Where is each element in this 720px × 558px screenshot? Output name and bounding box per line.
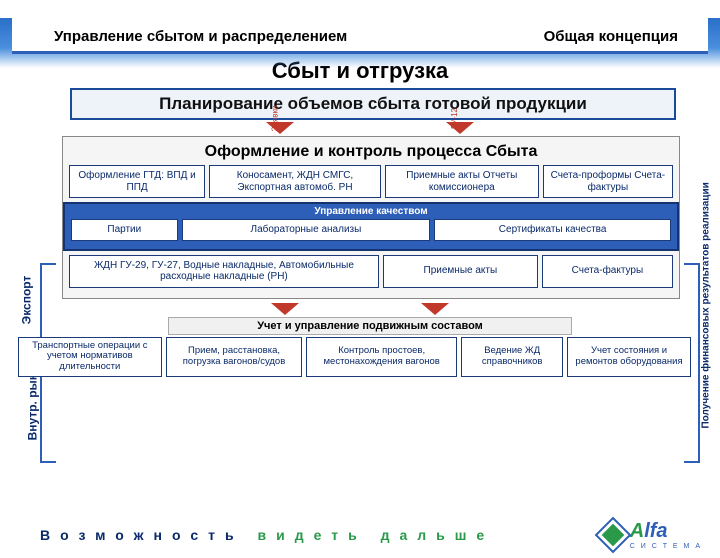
label-gu12: ГУ-12 xyxy=(450,108,459,129)
domestic-row: ЖДН ГУ-29, ГУ-27, Водные накладные, Авто… xyxy=(69,255,673,288)
process-cell: Партии xyxy=(71,219,178,241)
planning-box: Планирование объемов сбыта готовой проду… xyxy=(70,88,676,120)
process-cell: Прием, расстановка, погрузка вагонов/суд… xyxy=(166,337,303,378)
process-cell: Оформление ГТД: ВПД и ППД xyxy=(69,165,205,198)
arrows-bottom xyxy=(210,301,510,315)
arrow-down-icon xyxy=(421,303,449,315)
process-cell: Счета-фактуры xyxy=(542,255,673,288)
header-left: Управление сбытом и распределением xyxy=(54,28,347,45)
process-cell: Сертификаты качества xyxy=(434,219,671,241)
logo-mark-icon xyxy=(594,517,631,554)
process-title: Оформление и контроль процесса Сбыта xyxy=(69,143,673,161)
process-container: Оформление и контроль процесса Сбыта Офо… xyxy=(62,136,680,299)
label-zayavki: Заявки xyxy=(270,106,279,132)
footer: Возможность видеть дальше Alfa С И С Т Е… xyxy=(0,520,720,550)
label-results: Получение финансовых результатов реализа… xyxy=(701,289,712,429)
process-cell: Учет состояния и ремонтов оборудования xyxy=(567,337,690,378)
process-cell: Приемные акты Отчеты комиссионера xyxy=(385,165,539,198)
header: Управление сбытом и распределением Общая… xyxy=(12,18,708,54)
process-cell: Лабораторные анализы xyxy=(182,219,431,241)
quality-band: Управление качеством ПартииЛабораторные … xyxy=(63,202,679,251)
process-cell: Счета-проформы Счета-фактуры xyxy=(543,165,673,198)
process-cell: ЖДН ГУ-29, ГУ-27, Водные накладные, Авто… xyxy=(69,255,379,288)
slogan-green: видеть дальше xyxy=(258,527,495,543)
process-cell: Транспортные операции с учетом нормативо… xyxy=(18,337,162,378)
header-right: Общая концепция xyxy=(544,28,678,45)
arrows-top: Заявки ГУ-12 xyxy=(190,120,550,136)
slogan-blue: Возможность xyxy=(40,527,258,543)
content: Планирование объемов сбыта готовой проду… xyxy=(0,88,720,377)
arrow-down-icon xyxy=(271,303,299,315)
fleet-container: Учет и управление подвижным составом Тра… xyxy=(18,317,702,378)
fleet-row: Транспортные операции с учетом нормативо… xyxy=(18,337,702,378)
quality-row: ПартииЛабораторные анализыСертификаты ка… xyxy=(71,219,671,241)
process-cell: Ведение ЖД справочников xyxy=(461,337,564,378)
quality-title: Управление качеством xyxy=(71,206,671,217)
logo: Alfa С И С Т Е М А xyxy=(600,520,702,550)
process-cell: Контроль простоев, местонахождения вагон… xyxy=(306,337,456,378)
export-row: Оформление ГТД: ВПД и ППДКоносамент, ЖДН… xyxy=(69,165,673,198)
process-cell: Приемные акты xyxy=(383,255,538,288)
slogan: Возможность видеть дальше xyxy=(40,527,494,543)
process-cell: Коносамент, ЖДН СМГС, Экспортная автомоб… xyxy=(209,165,381,198)
logo-sub: С И С Т Е М А xyxy=(630,543,702,550)
fleet-title: Учет и управление подвижным составом xyxy=(168,317,572,335)
